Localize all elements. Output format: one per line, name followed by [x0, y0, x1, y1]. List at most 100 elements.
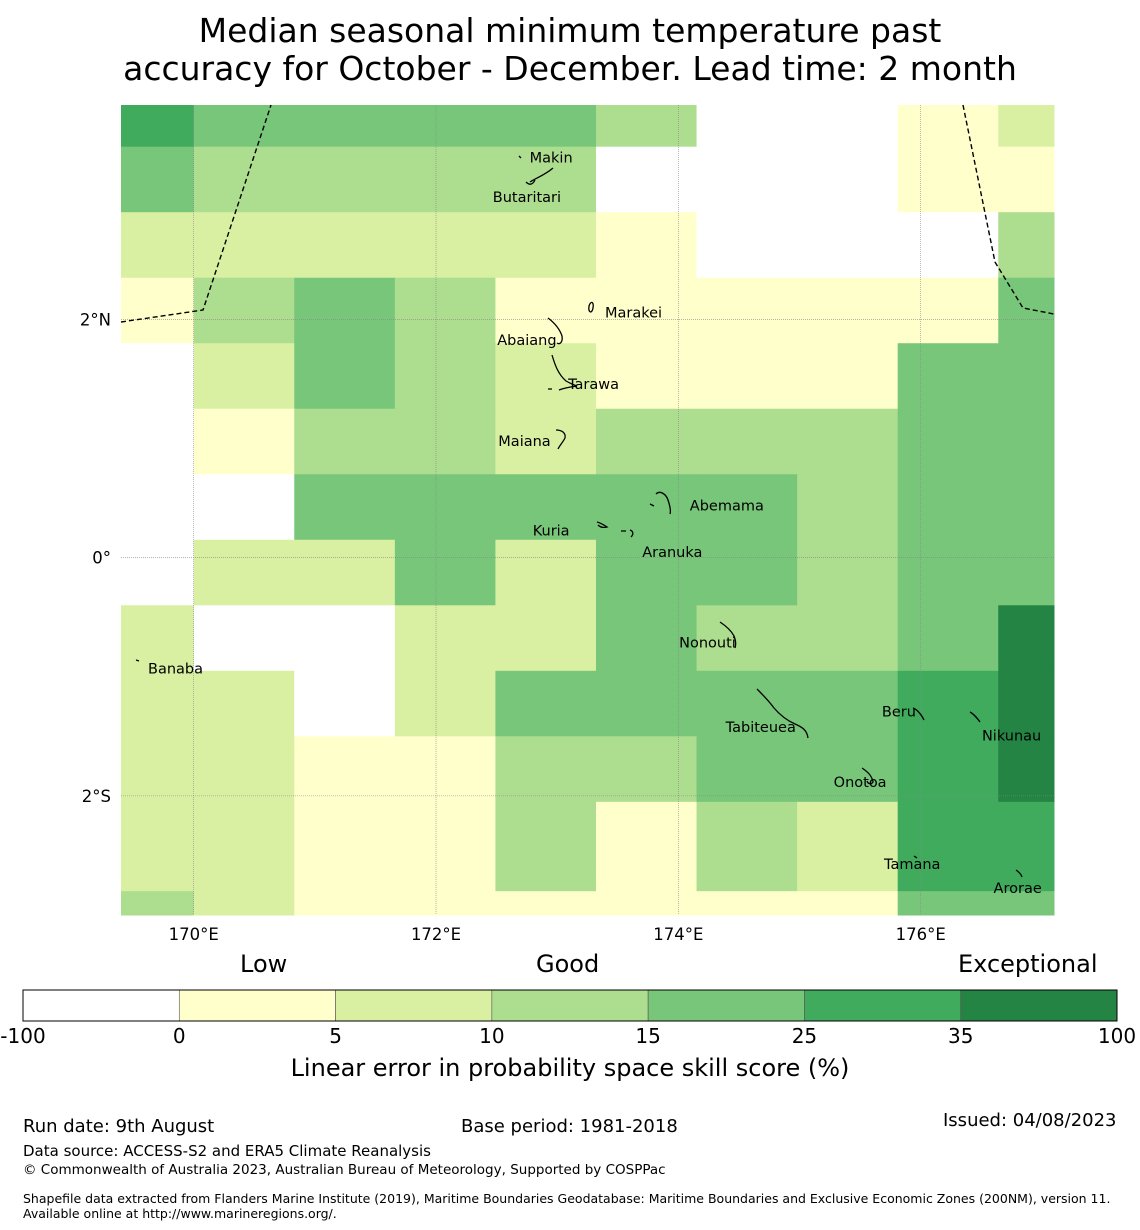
grid-cell: [897, 539, 999, 606]
grid-cell: [595, 212, 698, 279]
grid-cell: [394, 105, 496, 148]
grid-cell: [394, 212, 496, 279]
grid-cell: [193, 212, 295, 279]
grid-cell: [394, 539, 496, 606]
grid-cell: [121, 408, 195, 475]
grid-cell: [495, 605, 597, 672]
grid-cell: [696, 801, 798, 868]
grid-cell: [595, 474, 698, 541]
run-date: Run date: 9th August: [23, 1116, 215, 1137]
grid-cell: [998, 605, 1055, 672]
place-labels: Makin Butaritari Marakei Abaiang Tarawa Maian…: [148, 151, 1042, 897]
colorbar-tick-label: -100: [0, 1024, 46, 1048]
place-label: Makin: [530, 151, 573, 167]
place-label: Butaritari: [493, 190, 561, 206]
coastline-banaba: [135, 659, 140, 662]
grid-cell: [696, 736, 798, 803]
coastline-kuria: [596, 521, 634, 538]
place-label: Tarawa: [567, 377, 619, 393]
place-label: Nikunau: [982, 728, 1041, 744]
grid-cell: [394, 605, 496, 672]
copyright-notice: © Commonwealth of Australia 2023, Austra…: [23, 1162, 666, 1178]
place-label: Abaiang: [497, 333, 556, 349]
grid-cell: [193, 146, 295, 213]
place-label: Tamana: [883, 857, 940, 873]
grid-cell: [394, 867, 496, 892]
grid-cell: [121, 105, 195, 148]
grid-cell: [193, 801, 295, 868]
grid-cell: [294, 605, 396, 672]
grid-cell: [696, 212, 798, 279]
base-period: Base period: 1981-2018: [461, 1116, 678, 1137]
grid-cell: [696, 105, 798, 148]
colorbar: [22, 989, 1118, 1022]
grid-cell: [998, 801, 1055, 868]
grid-cell: [193, 474, 295, 541]
grid-cell: [897, 670, 999, 737]
y-tick-label: 2°N: [80, 310, 111, 329]
grid-cell: [294, 539, 396, 606]
x-tick-label: 176°E: [896, 925, 946, 944]
coastline-butaritari: [525, 179, 536, 185]
colorbar-frame: [22, 989, 1118, 1022]
grid-cell: [294, 474, 396, 541]
grid-cell: [998, 474, 1055, 541]
y-tick-label: 0°: [92, 549, 111, 568]
grid-cell: [998, 212, 1055, 279]
legend-label-exceptional: Exceptional: [958, 950, 1098, 978]
grid-cell: [998, 105, 1055, 148]
grid-cell: [897, 736, 999, 803]
coastline-nonouti: [719, 621, 737, 649]
grid-cell: [696, 146, 798, 213]
grid-cell: [495, 801, 597, 868]
shapefile-credit: Shapefile data extracted from Flanders M…: [23, 1191, 1111, 1221]
grid-cell: [495, 146, 597, 213]
grid-cell: [595, 801, 698, 868]
grid-cell: [797, 105, 899, 148]
grid-cell: [897, 891, 999, 916]
colorbar-tick-label: 15: [635, 1024, 661, 1048]
place-label: Onotoa: [834, 775, 887, 791]
grid-cell: [595, 867, 698, 892]
grid-cell: [595, 670, 698, 737]
grid-cell: [495, 408, 597, 475]
grid-cell: [193, 408, 295, 475]
grid-cell: [595, 408, 698, 475]
coastline-marakei: [588, 301, 594, 313]
eez-boundary-east: [962, 104, 1055, 315]
colorbar-tick-label: 10: [479, 1024, 505, 1048]
x-tick-label: 174°E: [653, 925, 703, 944]
graticule: [121, 105, 1054, 915]
grid-cell: [696, 474, 798, 541]
colorbar-tick-label: 25: [791, 1024, 818, 1048]
grid-cell: [495, 539, 597, 606]
legend-label-good: Good: [536, 950, 600, 978]
grid-cell: [193, 277, 295, 344]
coastline-tarawa: [548, 354, 578, 391]
colorbar-bin: [804, 989, 962, 1022]
grid-cell: [797, 605, 899, 672]
grid-cell: [193, 670, 295, 737]
grid-cell: [797, 867, 899, 892]
place-label: Abemama: [690, 498, 764, 514]
grid-cell: [595, 277, 698, 344]
colorbar-tick-label: 35: [947, 1024, 974, 1048]
place-label: Kuria: [533, 523, 570, 539]
grid-cell: [998, 539, 1055, 606]
grid-cell: [897, 867, 999, 892]
grid-cell: [998, 408, 1055, 475]
place-label: Nonouti: [679, 635, 736, 651]
coastline-abemama: [649, 491, 672, 515]
grid-cell: [294, 146, 396, 213]
grid-cell: [495, 105, 597, 148]
place-label: Banaba: [148, 662, 203, 678]
grid-cell: [294, 105, 396, 148]
grid-cell: [121, 736, 195, 803]
grid-cell: [121, 146, 195, 213]
grid-cell: [294, 343, 396, 410]
grid-cell: [495, 736, 597, 803]
grid-cell: [193, 867, 295, 892]
grid-cell: [193, 539, 295, 606]
grid-cell: [294, 277, 396, 344]
grid-cell: [394, 891, 496, 916]
